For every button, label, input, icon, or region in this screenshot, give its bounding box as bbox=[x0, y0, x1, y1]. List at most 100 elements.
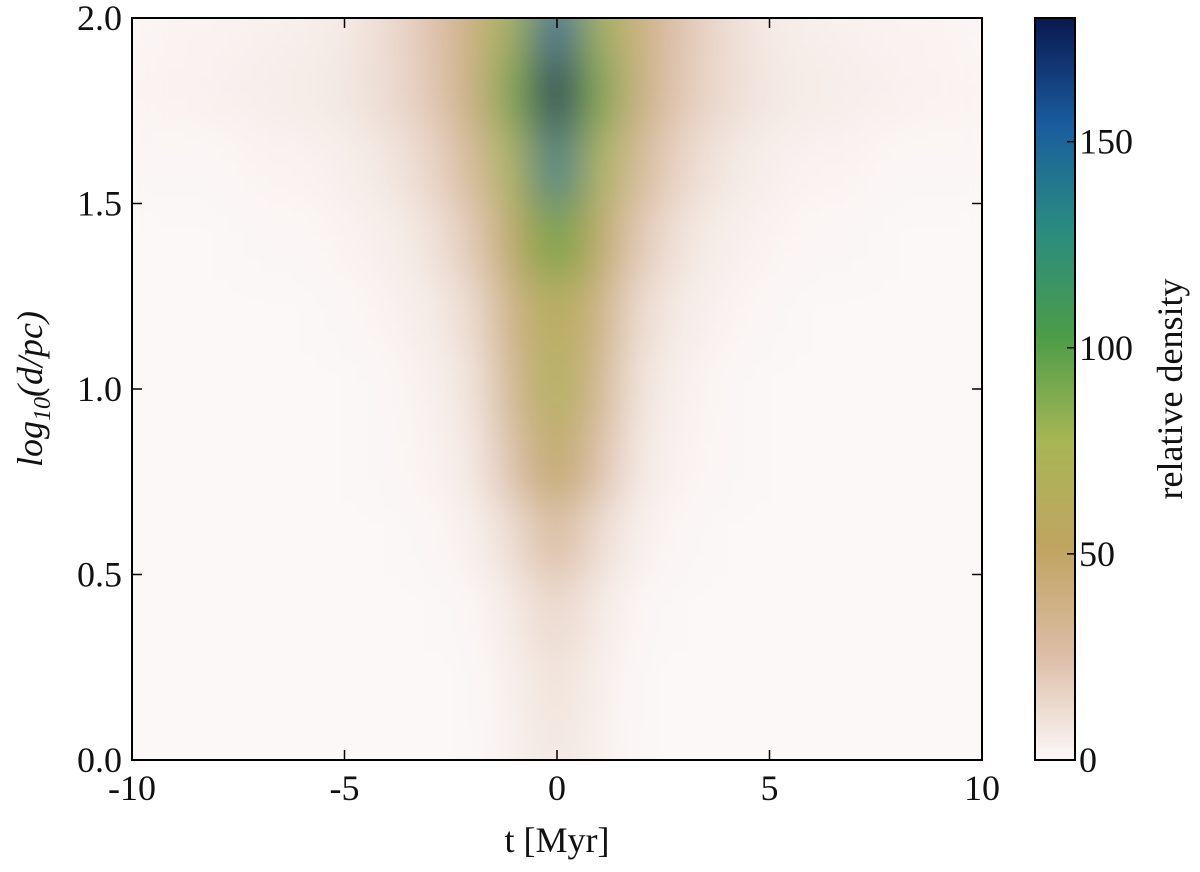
x-tick-label: 10 bbox=[964, 768, 1000, 808]
heat-cell bbox=[959, 647, 982, 724]
heat-cell bbox=[449, 18, 495, 57]
heat-cell bbox=[704, 128, 750, 205]
heat-cell bbox=[704, 425, 750, 502]
heat-cell bbox=[492, 202, 537, 279]
heat-cell bbox=[534, 425, 580, 502]
heat-cell bbox=[789, 499, 835, 576]
heat-cell bbox=[152, 276, 197, 353]
heat-cell bbox=[449, 573, 495, 650]
heat-cell bbox=[152, 425, 197, 502]
heat-cell bbox=[832, 573, 877, 650]
heat-cell bbox=[279, 647, 325, 724]
heat-cell bbox=[534, 499, 580, 576]
heat-cell bbox=[407, 350, 452, 428]
heat-cell bbox=[364, 721, 410, 760]
heat-cell bbox=[704, 54, 750, 131]
heat-cell bbox=[577, 721, 622, 760]
heat-cell bbox=[917, 721, 962, 760]
heat-cell bbox=[322, 647, 367, 724]
heat-cell bbox=[619, 350, 665, 428]
heat-cell bbox=[492, 647, 537, 724]
heat-cell bbox=[789, 350, 835, 428]
heat-cell bbox=[132, 350, 155, 428]
heat-cell bbox=[279, 276, 325, 353]
heat-cell bbox=[152, 721, 197, 760]
heat-cell bbox=[662, 573, 707, 650]
heat-cell bbox=[789, 647, 835, 724]
heat-cell bbox=[662, 350, 707, 428]
heat-cell bbox=[662, 54, 707, 131]
heat-cell bbox=[832, 350, 877, 428]
heat-cell bbox=[152, 18, 197, 57]
heat-cell bbox=[407, 499, 452, 576]
heat-cell bbox=[917, 128, 962, 205]
heat-cell bbox=[492, 425, 537, 502]
heat-cell bbox=[322, 18, 367, 57]
heat-cell bbox=[577, 276, 622, 353]
x-tick-label: -5 bbox=[330, 768, 360, 808]
heat-cell bbox=[534, 128, 580, 205]
heat-cell bbox=[152, 573, 197, 650]
heat-cell bbox=[237, 276, 282, 353]
heat-cell bbox=[789, 425, 835, 502]
heat-cell bbox=[492, 499, 537, 576]
heat-cell bbox=[194, 573, 240, 650]
heat-cell bbox=[747, 18, 792, 57]
heat-cell bbox=[832, 425, 877, 502]
heat-cell bbox=[194, 721, 240, 760]
heat-cell bbox=[407, 54, 452, 131]
heat-cell bbox=[132, 128, 155, 205]
y-label-part: log bbox=[10, 421, 50, 467]
colorbar-tick-label: 150 bbox=[1079, 122, 1133, 162]
heat-cell bbox=[237, 647, 282, 724]
heat-cell bbox=[704, 721, 750, 760]
heat-cell bbox=[132, 54, 155, 131]
heat-cell bbox=[959, 425, 982, 502]
heat-cell bbox=[492, 276, 537, 353]
heat-cell bbox=[662, 128, 707, 205]
heat-cell bbox=[619, 647, 665, 724]
heat-cell bbox=[874, 425, 920, 502]
heat-cell bbox=[874, 350, 920, 428]
heat-cell bbox=[619, 276, 665, 353]
heat-cell bbox=[194, 350, 240, 428]
heat-cell bbox=[747, 276, 792, 353]
heat-cell bbox=[322, 128, 367, 205]
heat-cell bbox=[832, 128, 877, 205]
heat-cell bbox=[874, 499, 920, 576]
heat-cell bbox=[364, 647, 410, 724]
heat-cell bbox=[662, 202, 707, 279]
heat-cell bbox=[917, 276, 962, 353]
heat-cell bbox=[619, 573, 665, 650]
heat-cell bbox=[917, 350, 962, 428]
colorbar-tick-label: 50 bbox=[1079, 534, 1115, 574]
heat-cell bbox=[449, 647, 495, 724]
heat-cell bbox=[832, 647, 877, 724]
heat-cell bbox=[789, 18, 835, 57]
colorbar-label: relative density bbox=[1150, 279, 1190, 500]
heat-cell bbox=[492, 54, 537, 131]
heat-cell bbox=[194, 54, 240, 131]
heat-cell bbox=[789, 128, 835, 205]
heat-cell bbox=[534, 573, 580, 650]
heat-cell bbox=[237, 350, 282, 428]
heat-cell bbox=[832, 54, 877, 131]
heat-cell bbox=[917, 647, 962, 724]
heat-cell bbox=[364, 18, 410, 57]
heat-cell bbox=[704, 647, 750, 724]
heat-cell bbox=[577, 202, 622, 279]
heat-cell bbox=[747, 647, 792, 724]
heat-cell bbox=[534, 276, 580, 353]
heat-cell bbox=[747, 573, 792, 650]
heat-cell bbox=[662, 499, 707, 576]
y-tick-label: 2.0 bbox=[77, 0, 122, 38]
heat-cell bbox=[132, 18, 155, 57]
heat-cell bbox=[959, 128, 982, 205]
heat-cell bbox=[492, 573, 537, 650]
heat-cell bbox=[449, 128, 495, 205]
heat-cell bbox=[619, 425, 665, 502]
heat-cell bbox=[279, 128, 325, 205]
colorbar-tick-label: 100 bbox=[1079, 328, 1133, 368]
heat-cell bbox=[747, 350, 792, 428]
